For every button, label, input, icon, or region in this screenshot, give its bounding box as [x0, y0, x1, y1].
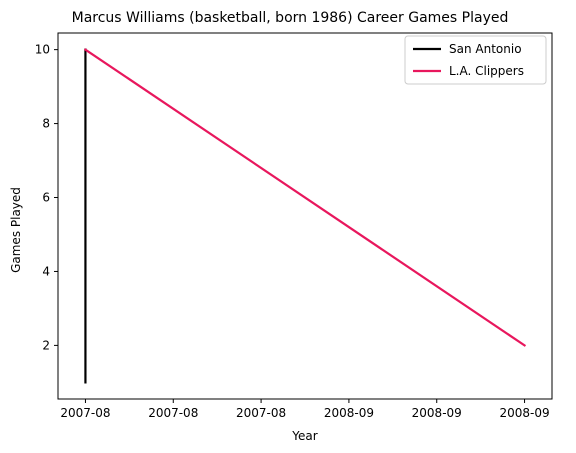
series-layer: [83, 48, 527, 384]
y-axis-title: Games Played: [9, 187, 23, 273]
x-tick-label: 2008-09: [499, 406, 549, 420]
x-tick-label: 2007-08: [236, 406, 286, 420]
series-line-la-clippers: [83, 48, 527, 347]
y-tick-label: 4: [42, 264, 50, 278]
y-tick-label: 6: [42, 191, 50, 205]
plot-frame: [57, 32, 553, 400]
y-tick-label: 10: [35, 43, 50, 57]
legend-label: L.A. Clippers: [449, 64, 524, 78]
y-tick-label: 2: [42, 338, 50, 352]
legend-label: San Antonio: [449, 42, 522, 56]
x-tick-label: 2007-08: [148, 406, 198, 420]
x-tick-label: 2008-09: [324, 406, 374, 420]
chart-title: Marcus Williams (basketball, born 1986) …: [72, 10, 509, 26]
x-tick-label: 2007-08: [60, 406, 110, 420]
x-axis-title: Year: [291, 429, 317, 443]
axes-layer: 2 4 6 8 10 2007-08 2007-08 2007-08 2008-09 2008-0…: [35, 32, 553, 420]
legend: San Antonio L.A. Clippers: [404, 35, 547, 85]
y-tick-label: 8: [42, 117, 50, 131]
x-tick-label: 2008-09: [412, 406, 462, 420]
